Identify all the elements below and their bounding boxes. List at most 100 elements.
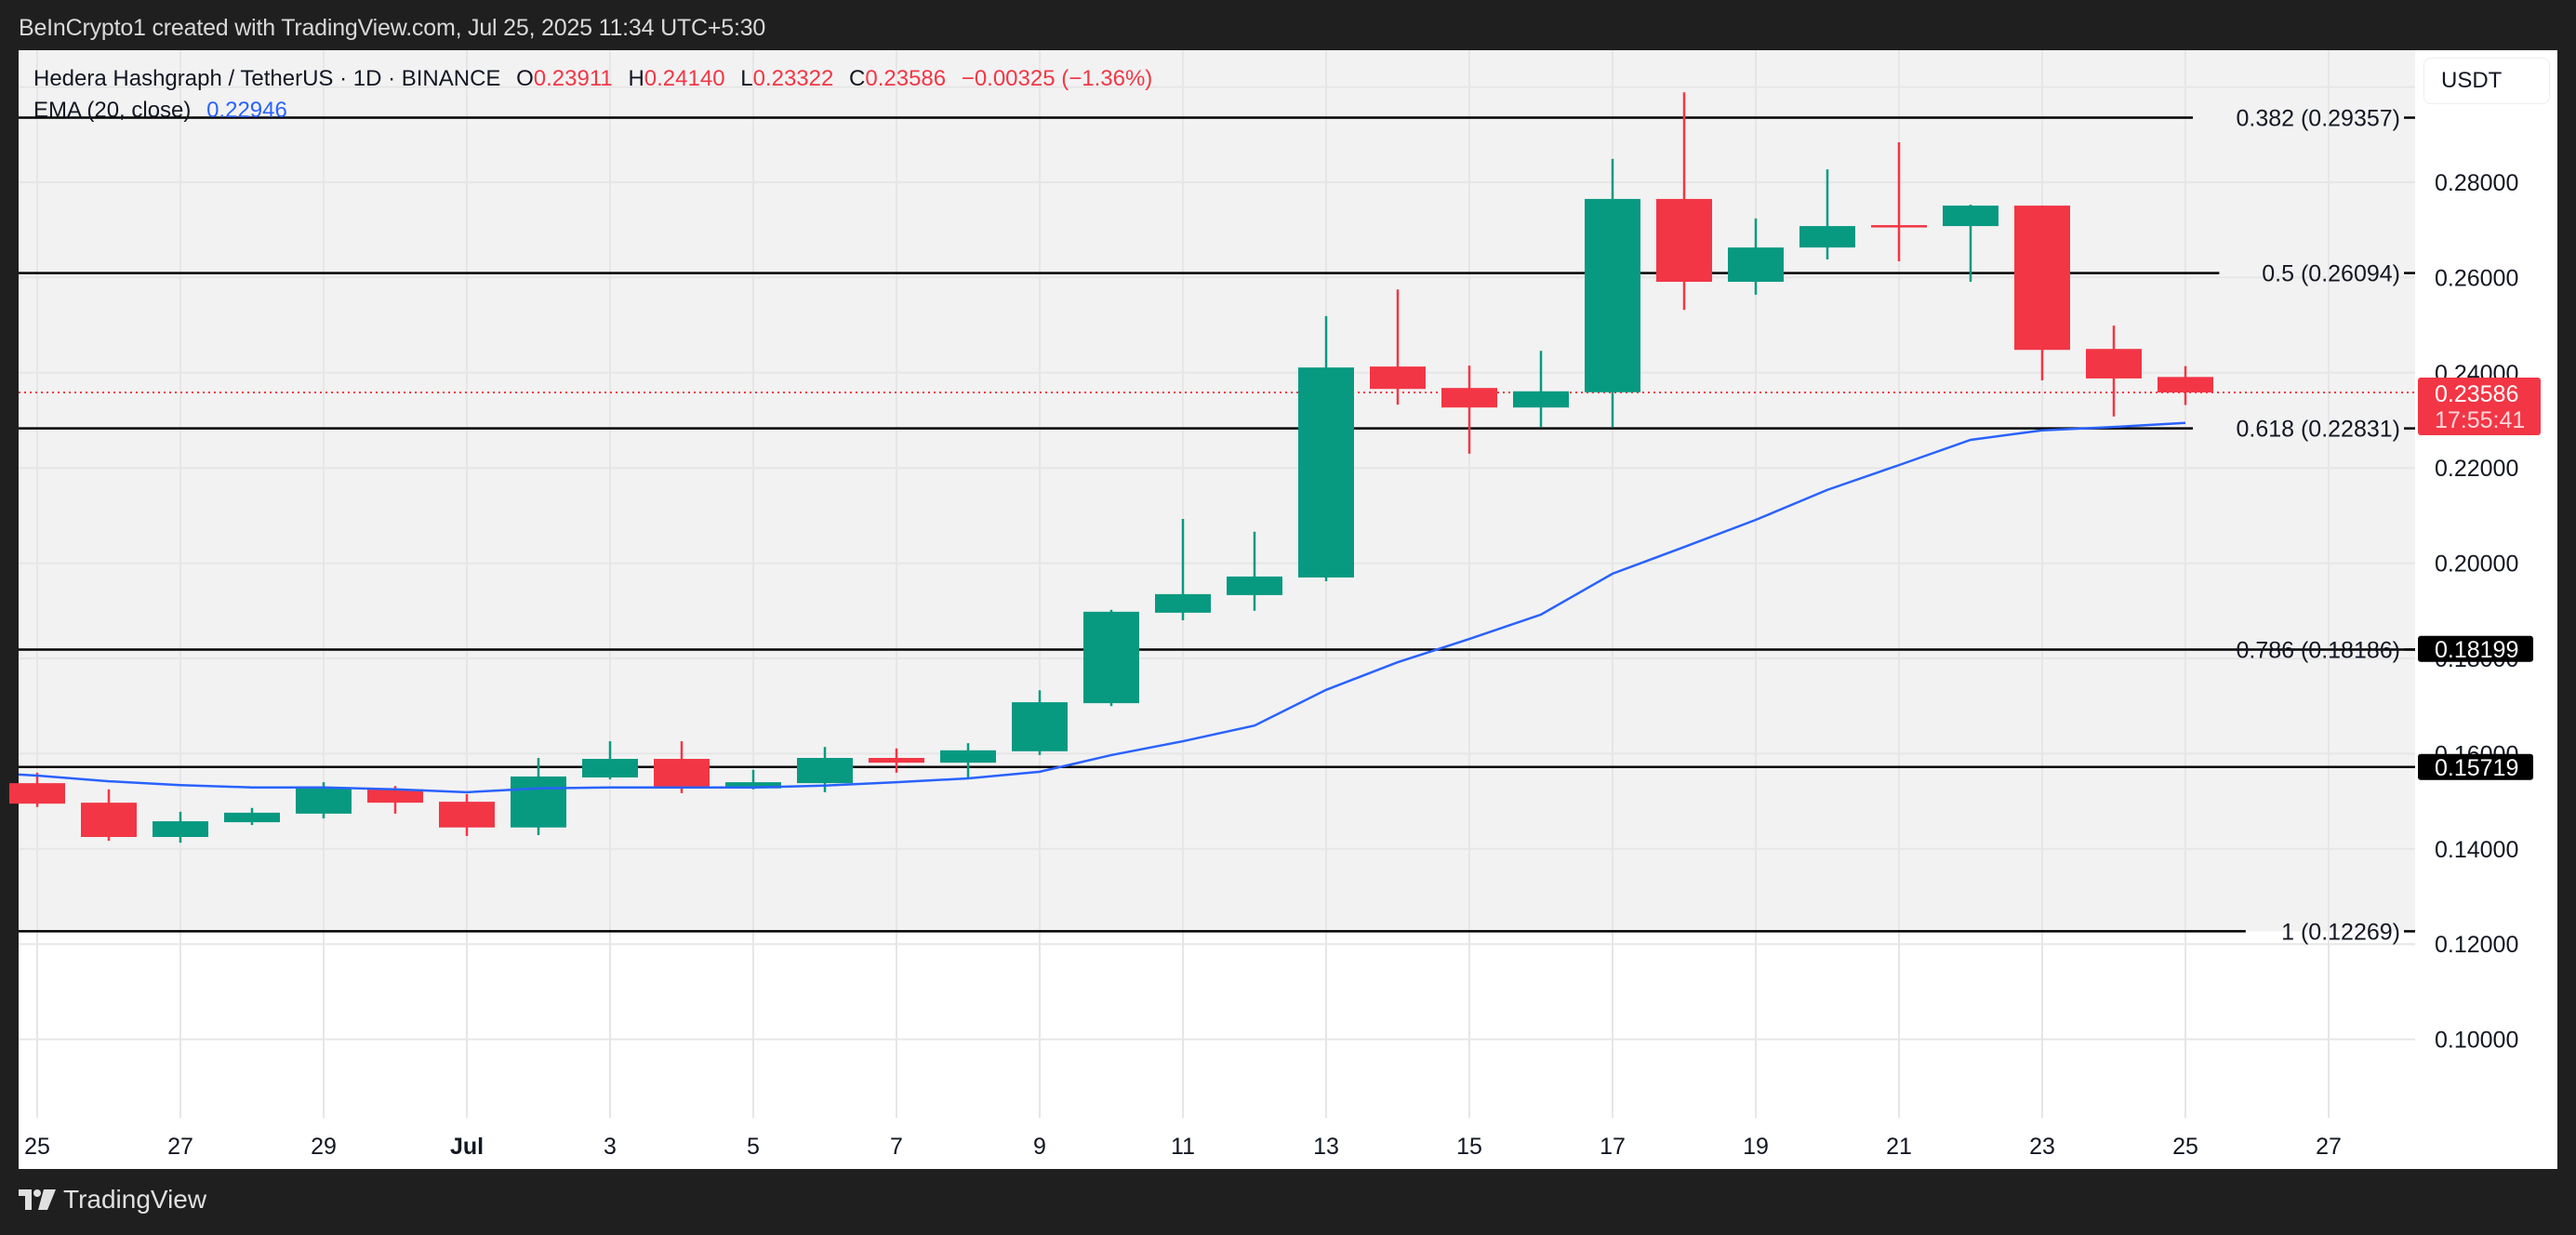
candle-jun-26 [81, 789, 137, 842]
time-tick-label: 21 [1886, 1134, 1912, 1160]
candle-body [224, 812, 280, 823]
candle-body [1799, 226, 1855, 248]
candle-jul-16 [1513, 351, 1569, 428]
open-label: O [516, 66, 534, 91]
candle-body [1441, 388, 1497, 408]
change-value: −0.00325 (−1.36%) [961, 66, 1153, 91]
candle-body [1012, 702, 1068, 751]
time-tick-label: 15 [1456, 1134, 1482, 1160]
candle-jul-10 [1083, 609, 1139, 707]
candle-body [940, 750, 996, 764]
candle-body [1728, 247, 1784, 283]
candle-jul-14 [1370, 289, 1426, 405]
footer-bar: TradingView [0, 1169, 2576, 1235]
attribution-text: BeInCrypto1 created with TradingView.com… [19, 15, 766, 41]
time-tick-label: 17 [1600, 1134, 1626, 1160]
candle-jul-19 [1728, 218, 1784, 295]
tag-text: 0.15719 [2435, 755, 2518, 781]
time-tick-label: 9 [1033, 1134, 1046, 1160]
horizontal-line-price-tag: 0.18199 [2418, 635, 2533, 663]
candle-jun-30 [367, 786, 423, 814]
time-axis-bg[interactable] [19, 1118, 2557, 1169]
candle-jul-1 [439, 793, 495, 836]
candle-jul-9 [1012, 690, 1068, 755]
fib-label-0.5: 0.5 (0.26094) [2262, 261, 2400, 287]
candle-body [1298, 367, 1354, 578]
candle-jul-25 [2158, 365, 2213, 405]
time-tick-label: 19 [1743, 1134, 1769, 1160]
candle-jun-25 [9, 772, 65, 807]
gridlines [19, 50, 2415, 1118]
candle-jul-23 [2014, 206, 2070, 380]
candle-jul-21 [1871, 141, 1927, 261]
candle-jul-3 [582, 741, 638, 780]
candle-jul-24 [2086, 325, 2142, 417]
high-value: 0.24140 [644, 66, 725, 91]
candle-body [1227, 576, 1282, 595]
candle-body [9, 783, 65, 804]
time-axis[interactable]: 25 27 29 Jul 3 5 7 9 11 13 15 17 19 21 23 25 27 [19, 1118, 2557, 1169]
close-label: C [849, 66, 866, 91]
candle-body [1083, 611, 1139, 704]
candle-body [296, 788, 352, 814]
candle-jul-8 [940, 743, 996, 777]
currency-button[interactable]: USDT [2423, 58, 2550, 104]
open-value: 0.23911 [533, 66, 613, 91]
price-axis-bg[interactable] [2415, 50, 2557, 1169]
candle-body [2086, 349, 2142, 378]
candle-jul-5 [725, 769, 781, 790]
fib-label-0.618: 0.618 (0.22831) [2236, 417, 2400, 443]
price-tick-label: 0.12000 [2435, 932, 2518, 958]
candle-jul-13 [1298, 315, 1354, 582]
time-tick-label: 5 [747, 1134, 760, 1160]
tag-text: 0.18199 [2435, 637, 2518, 663]
close-value: 0.23586 [865, 66, 947, 91]
price-tick-label: 0.28000 [2435, 170, 2518, 196]
chart-legend: Hedera Hashgraph / TetherUS · 1D · BINAN… [33, 63, 1152, 126]
candle-body [725, 782, 781, 789]
tradingview-brand: TradingView [63, 1185, 207, 1214]
candle-body [582, 759, 638, 777]
time-tick-label: 29 [311, 1134, 337, 1160]
candle-body [1656, 198, 1712, 283]
candle-body [367, 789, 423, 803]
fib-fill-area [19, 50, 2415, 932]
tag-bg [2418, 635, 2533, 662]
time-tick-label: 11 [1171, 1134, 1195, 1160]
fibonacci-retracement[interactable]: 0.382 (0.29357) 0.5 (0.26094) 0.618 (0.228… [19, 106, 2415, 946]
candle-body [81, 803, 137, 837]
tradingview-logo-icon [19, 1189, 56, 1210]
fib-label-1: 1 (0.12269) [2281, 919, 2400, 945]
candle-jul-17 [1585, 158, 1640, 428]
candle-body [1943, 206, 1998, 227]
tag-bg [2418, 753, 2533, 780]
ema-legend-row[interactable]: EMA (20, close) 0.22946 [33, 95, 1152, 126]
candle-jul-7 [869, 748, 924, 773]
ema-value: 0.22946 [206, 98, 287, 123]
candle-body [797, 758, 853, 784]
candle-body [511, 776, 566, 828]
fib-fill [19, 50, 2415, 932]
high-label: H [628, 66, 644, 91]
time-tick-label: 23 [2029, 1134, 2055, 1160]
candles [9, 92, 2213, 843]
fib-label-0.786: 0.786 (0.18186) [2236, 637, 2400, 663]
candle-body [2014, 206, 2070, 351]
attribution-bar: BeInCrypto1 created with TradingView.com… [0, 0, 2576, 50]
price-tick-label: 0.20000 [2435, 551, 2518, 578]
symbol-legend-row[interactable]: Hedera Hashgraph / TetherUS · 1D · BINAN… [33, 63, 1152, 95]
time-tick-label: Jul [450, 1134, 484, 1160]
candle-body [1585, 198, 1640, 392]
last-price-tag-bg [2418, 378, 2541, 435]
candle-body [1155, 593, 1211, 613]
candle-body [654, 759, 710, 789]
price-axis[interactable]: 0.280000.260000.240000.220000.200000.180… [2415, 50, 2557, 1169]
time-tick-label: 3 [604, 1134, 617, 1160]
candle-body [2158, 377, 2213, 392]
candle-body [1513, 391, 1569, 408]
ema-label: EMA (20, close) [33, 98, 192, 123]
fib-label-0.382: 0.382 (0.29357) [2236, 106, 2400, 132]
